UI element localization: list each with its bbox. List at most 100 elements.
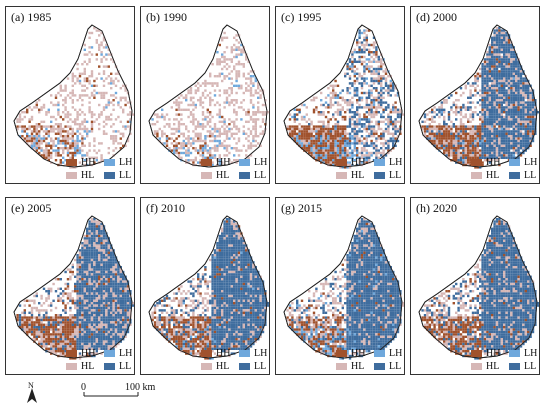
legend-item-hl: HL (336, 170, 364, 181)
legend-swatch (66, 350, 77, 357)
legend-item-lh: LH (509, 157, 537, 168)
legend-swatch (471, 363, 482, 370)
legend-label: HH (216, 348, 231, 359)
basin-map-2020 (418, 215, 539, 360)
scale-end-label: 100 km (125, 382, 156, 393)
legend-label: LH (119, 157, 133, 168)
legend-swatch (201, 350, 212, 357)
legend-label: HL (351, 170, 365, 181)
legend-item-hl: HL (201, 361, 229, 372)
legend-swatch (201, 159, 212, 166)
legend-label: HH (486, 348, 501, 359)
legend-item-lh: LH (104, 348, 132, 359)
map-panel-1990: (b) 1990 HH LH HL LL (140, 6, 270, 184)
panel-title: (f) 2010 (146, 201, 185, 215)
legend-label: HL (351, 361, 365, 372)
legend-item-lh: LH (374, 348, 402, 359)
north-arrow-icon (27, 388, 37, 403)
legend-label: LL (389, 170, 402, 181)
legend-swatch (239, 159, 250, 166)
legend-item-lh: LH (104, 157, 132, 168)
legend: HH LH HL LL (199, 155, 269, 183)
legend-label: HL (81, 361, 95, 372)
legend-label: LH (524, 348, 538, 359)
legend-item-ll: LL (374, 170, 401, 181)
legend-item-hl: HL (201, 170, 229, 181)
legend-label: HH (81, 157, 96, 168)
legend-label: LL (119, 361, 132, 372)
legend-swatch (239, 350, 250, 357)
panel-title: (b) 1990 (146, 10, 187, 24)
legend-label: LL (524, 361, 537, 372)
panel-title: (g) 2015 (281, 201, 322, 215)
map-panel-2005: (e) 2005 HH LH HL LL (5, 197, 135, 375)
basin-map-1985 (13, 24, 134, 169)
legend-swatch (239, 363, 250, 370)
legend-item-ll: LL (104, 361, 131, 372)
basin-map-2015 (283, 215, 404, 360)
legend: HH LH HL LL (469, 155, 539, 183)
north-arrow-and-scale (27, 388, 139, 403)
cluster-cells (16, 27, 134, 169)
legend: HH LH HL LL (64, 155, 134, 183)
legend-item-ll: LL (509, 170, 536, 181)
panel-title: (e) 2005 (11, 201, 52, 215)
legend-label: LH (254, 348, 268, 359)
legend: HH LH HL LL (334, 346, 404, 374)
legend-item-ll: LL (509, 361, 536, 372)
legend-label: HL (216, 361, 230, 372)
legend: HH LH HL LL (64, 346, 134, 374)
legend-swatch (509, 172, 520, 179)
scale-bar: N 0 100 km (18, 380, 218, 410)
legend: HH LH HL LL (469, 346, 539, 374)
legend-swatch (104, 363, 115, 370)
legend-item-lh: LH (239, 157, 267, 168)
legend-swatch (471, 159, 482, 166)
legend-swatch (104, 159, 115, 166)
legend-item-hl: HL (336, 361, 364, 372)
legend-swatch (336, 172, 347, 179)
legend-item-ll: LL (239, 361, 266, 372)
legend-label: LH (524, 157, 538, 168)
legend-label: HH (216, 157, 231, 168)
legend-swatch (374, 159, 385, 166)
basin-boundary (283, 24, 403, 168)
legend-item-hh: HH (66, 348, 95, 359)
basin-boundary (148, 215, 268, 359)
map-panel-2015: (g) 2015 HH LH HL LL (275, 197, 405, 375)
north-label: N (28, 381, 34, 390)
legend-label: LH (254, 157, 268, 168)
legend-item-hh: HH (336, 157, 365, 168)
legend-item-hh: HH (201, 157, 230, 168)
legend-item-hh: HH (471, 157, 500, 168)
legend-swatch (509, 159, 520, 166)
legend-swatch (239, 172, 250, 179)
legend-swatch (201, 172, 212, 179)
legend-label: LL (119, 170, 132, 181)
legend-item-hl: HL (66, 170, 94, 181)
legend-swatch (509, 363, 520, 370)
legend-label: HL (486, 361, 500, 372)
legend-label: LH (389, 348, 403, 359)
legend-swatch (374, 172, 385, 179)
legend-item-hh: HH (66, 157, 95, 168)
legend-swatch (201, 363, 212, 370)
basin-map-1995 (283, 24, 404, 169)
legend-item-hl: HL (66, 361, 94, 372)
legend-swatch (66, 363, 77, 370)
cluster-cells (151, 218, 269, 360)
basin-map-2000 (418, 24, 539, 169)
legend-label: HL (81, 170, 95, 181)
legend-item-lh: LH (509, 348, 537, 359)
legend-swatch (509, 350, 520, 357)
legend-item-lh: LH (374, 157, 402, 168)
cluster-cells (421, 218, 539, 360)
legend-item-hh: HH (201, 348, 230, 359)
legend-item-ll: LL (374, 361, 401, 372)
legend-swatch (66, 159, 77, 166)
legend-label: HH (351, 157, 366, 168)
legend-label: HL (216, 170, 230, 181)
basin-boundary (418, 24, 538, 168)
legend-label: LL (254, 361, 267, 372)
basin-map-2005 (13, 215, 134, 360)
